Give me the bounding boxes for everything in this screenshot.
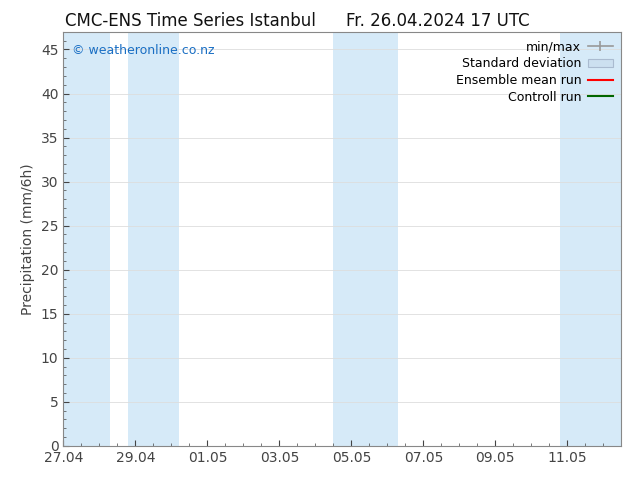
Text: © weatheronline.co.nz: © weatheronline.co.nz: [72, 44, 214, 57]
Text: Fr. 26.04.2024 17 UTC: Fr. 26.04.2024 17 UTC: [346, 12, 529, 30]
Text: CMC-ENS Time Series Istanbul: CMC-ENS Time Series Istanbul: [65, 12, 316, 30]
Bar: [128, 32, 179, 446]
Bar: [60, 32, 110, 446]
Legend: min/max, Standard deviation, Ensemble mean run, Controll run: min/max, Standard deviation, Ensemble me…: [451, 36, 618, 109]
Bar: [560, 32, 625, 446]
Y-axis label: Precipitation (mm/6h): Precipitation (mm/6h): [22, 163, 36, 315]
Bar: [333, 32, 398, 446]
